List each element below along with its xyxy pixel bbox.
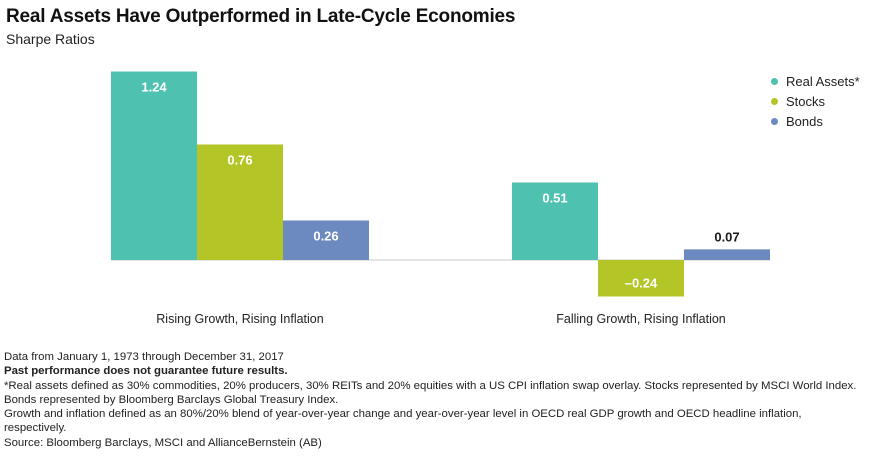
footnote-source: Source: Bloomberg Barclays, MSCI and All…	[4, 436, 322, 449]
chart-subtitle: Sharpe Ratios	[6, 31, 95, 47]
data-label: 0.26	[313, 228, 338, 243]
bar-stocks-2	[598, 260, 684, 297]
legend-swatch-real-assets	[771, 77, 778, 85]
bar-bonds-2	[684, 249, 770, 260]
data-label: 0.07	[714, 229, 739, 244]
category-label: Rising Growth, Rising Inflation	[156, 312, 323, 326]
footnote-growth-inflation: Growth and inflation defined as an 80%/2…	[4, 408, 802, 435]
footnotes: Data from January 1, 1973 through Decemb…	[4, 350, 864, 450]
chart-title: Real Assets Have Outperformed in Late-Cy…	[6, 6, 516, 27]
footnote-date-range: Data from January 1, 1973 through Decemb…	[4, 351, 284, 363]
legend-item-bonds: Bonds	[771, 111, 860, 131]
category-label: Falling Growth, Rising Inflation	[556, 312, 726, 326]
data-label: 0.76	[227, 152, 252, 167]
legend-item-stocks: Stocks	[771, 91, 860, 111]
legend-label-bonds: Bonds	[786, 113, 823, 129]
data-label: 1.24	[141, 80, 167, 95]
legend-label-stocks: Stocks	[786, 93, 826, 109]
legend-swatch-stocks	[771, 97, 778, 105]
bar-real-assets-1	[111, 71, 197, 261]
data-label: –0.24	[625, 275, 658, 290]
legend-item-real-assets: Real Assets*	[771, 71, 860, 91]
legend-swatch-bonds	[771, 117, 778, 125]
legend-label-real-assets: Real Assets*	[786, 73, 860, 89]
data-label: 0.51	[542, 190, 567, 205]
footnote-disclaimer: Past performance does not guarantee futu…	[4, 365, 288, 378]
bar-bonds-1	[283, 220, 369, 260]
bar-chart: 1.24 0.76 0.26 Rising Growth, Rising Inflat…	[111, 71, 770, 326]
bar-real-assets-2	[512, 182, 598, 260]
legend: Real Assets* Stocks Bonds	[771, 71, 860, 131]
footnote-definitions: *Real assets defined as 30% commodities,…	[4, 379, 857, 406]
bar-stocks-1	[197, 144, 283, 260]
